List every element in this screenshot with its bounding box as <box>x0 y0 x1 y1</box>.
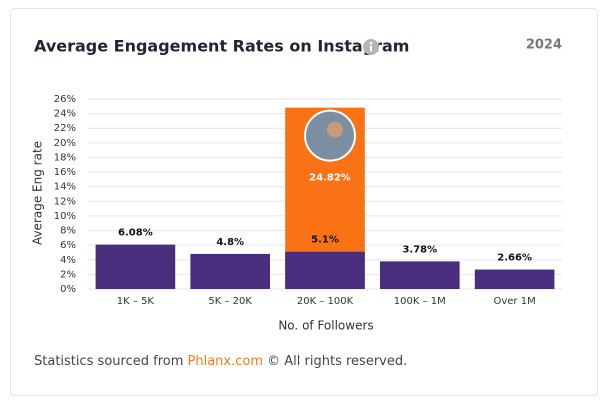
card <box>10 8 598 396</box>
x-axis-title: No. of Followers <box>278 319 373 333</box>
y-tick-label: 14% <box>54 182 76 193</box>
y-tick-label: 10% <box>54 211 76 222</box>
value-label: 5.1% <box>311 235 339 246</box>
bar <box>379 261 460 289</box>
info-icon[interactable] <box>363 39 379 55</box>
bar <box>95 244 176 289</box>
year: 2024 <box>526 38 562 53</box>
y-tick-label: 4% <box>60 255 76 266</box>
x-tick-label: 20K – 100K <box>297 296 354 307</box>
footer-prefix: Statistics sourced from <box>34 354 184 369</box>
y-tick-label: 0% <box>60 284 76 295</box>
y-tick-label: 8% <box>60 226 76 237</box>
bar <box>474 269 555 289</box>
value-label: 6.08% <box>118 228 153 239</box>
y-tick-label: 26% <box>54 94 76 105</box>
footer-link[interactable]: Phlanx.com <box>187 354 264 369</box>
footer: Statistics sourced from Phlanx.com © All… <box>34 354 407 369</box>
avatar-head <box>327 121 343 138</box>
y-tick-label: 2% <box>60 269 76 280</box>
y-tick-label: 22% <box>54 123 76 134</box>
chart-title: Average Engagement Rates on Instagram <box>34 37 409 56</box>
y-tick-label: 16% <box>54 167 76 178</box>
y-axis-title: Average Eng rate <box>31 141 45 245</box>
y-tick-label: 18% <box>54 152 76 163</box>
footer-suffix: © All rights reserved. <box>267 354 408 369</box>
avatar <box>304 109 356 162</box>
bar <box>285 251 365 289</box>
x-tick-label: 100K – 1M <box>394 296 446 307</box>
x-tick-label: 1K – 5K <box>117 296 155 307</box>
y-tick-label: 12% <box>54 196 76 207</box>
x-tick-label: Over 1M <box>493 296 535 307</box>
y-tick-label: 24% <box>54 109 76 120</box>
bar <box>190 253 271 289</box>
highlight-label: 24.82% <box>309 173 351 184</box>
value-label: 3.78% <box>402 244 437 255</box>
x-tick-label: 5K – 20K <box>208 296 252 307</box>
y-tick-label: 6% <box>60 240 76 251</box>
value-label: 4.8% <box>216 237 244 248</box>
y-tick-label: 20% <box>54 138 76 149</box>
value-label: 2.66% <box>497 253 532 264</box>
